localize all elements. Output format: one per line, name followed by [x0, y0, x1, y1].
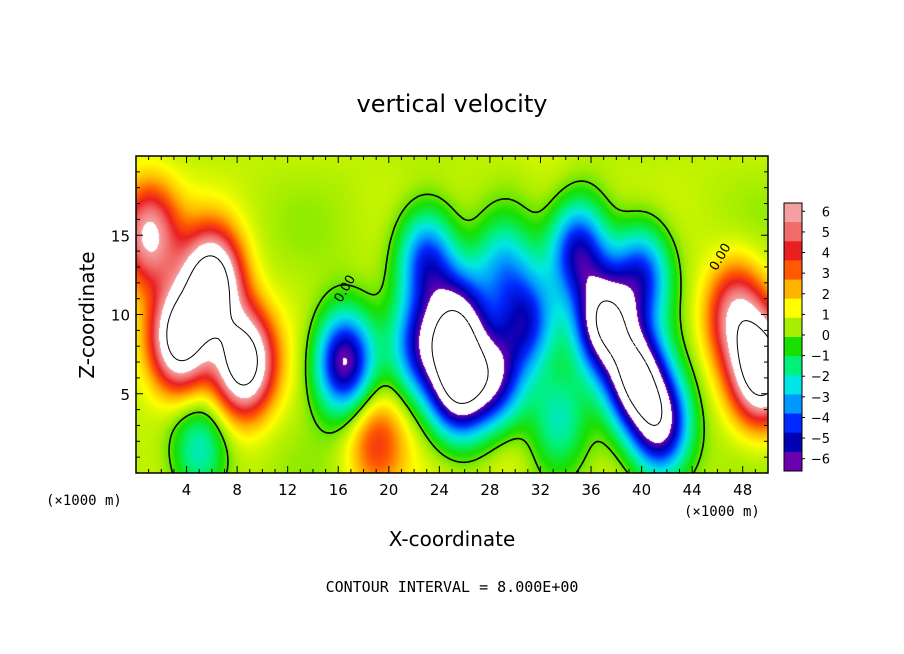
colorbar-swatch [784, 222, 802, 242]
x-axis-label: X-coordinate [389, 527, 516, 551]
colorbar-swatch [784, 260, 802, 281]
colorbar-tick-label: 6 [822, 205, 830, 220]
y-tick-label: 5 [120, 386, 130, 404]
colorbar-frame [783, 202, 803, 472]
x-tick-label: 12 [278, 481, 297, 499]
colorbar-swatch [784, 298, 802, 319]
colorbar-swatch [784, 317, 802, 338]
colorbar-tick-label: −6 [811, 453, 830, 468]
x-unit-right: (×1000 m) [684, 504, 760, 520]
colorbar-swatch [784, 241, 802, 261]
colorbar-tick-label: 4 [822, 247, 830, 262]
colorbar-swatch [784, 394, 802, 415]
x-tick-label: 8 [232, 481, 242, 499]
x-tick-label: 24 [430, 481, 449, 499]
colorbar-swatch [784, 279, 802, 300]
x-tick-label: 16 [329, 481, 348, 499]
colorbar-tick-label: 0 [822, 329, 830, 344]
colorbar-tick-label: 2 [822, 288, 830, 303]
x-tick-label: 44 [683, 481, 702, 499]
colorbar-swatch [784, 337, 802, 357]
colorbar-swatch [784, 203, 802, 223]
colorbar-tick-label: 5 [822, 226, 830, 241]
x-tick-label: 48 [733, 481, 752, 499]
colorbar: 6 5 4 3 2 1 0 −1 −2 −3 −4 −5 −6 [783, 202, 830, 472]
contour-zero [168, 180, 705, 474]
x-tick-label: 40 [632, 481, 651, 499]
y-tick-label: 10 [111, 307, 130, 325]
x-tick-label: 36 [581, 481, 600, 499]
colorbar-swatch [784, 432, 802, 453]
colorbar-tick-label: 3 [822, 267, 830, 282]
colorbar-swatch [784, 375, 802, 395]
x-tick-label: 28 [480, 481, 499, 499]
contour-interval-footer: CONTOUR INTERVAL = 8.000E+00 [326, 578, 579, 596]
x-tick-label: 20 [379, 481, 398, 499]
colorbar-tick-label: −4 [811, 411, 830, 426]
chart-title: vertical velocity [357, 90, 548, 118]
x-unit-left: (×1000 m) [46, 493, 122, 509]
y-tick-label: 15 [111, 227, 130, 245]
colorbar-tick-label: 1 [822, 308, 830, 323]
colorbar-tick-label: −3 [811, 391, 830, 406]
contour-negative [431, 300, 663, 427]
x-tick-label: 32 [531, 481, 550, 499]
colorbar-swatch [784, 356, 802, 376]
y-axis-label: Z-coordinate [75, 251, 99, 378]
colorbar-swatch [784, 451, 802, 472]
x-tick-label: 4 [182, 481, 192, 499]
contour-positive [166, 255, 769, 397]
colorbar-tick-label: −2 [811, 370, 830, 385]
colorbar-swatch [784, 413, 802, 434]
colorbar-tick-label: −1 [811, 350, 830, 365]
colorbar-tick-label: −5 [811, 432, 830, 447]
